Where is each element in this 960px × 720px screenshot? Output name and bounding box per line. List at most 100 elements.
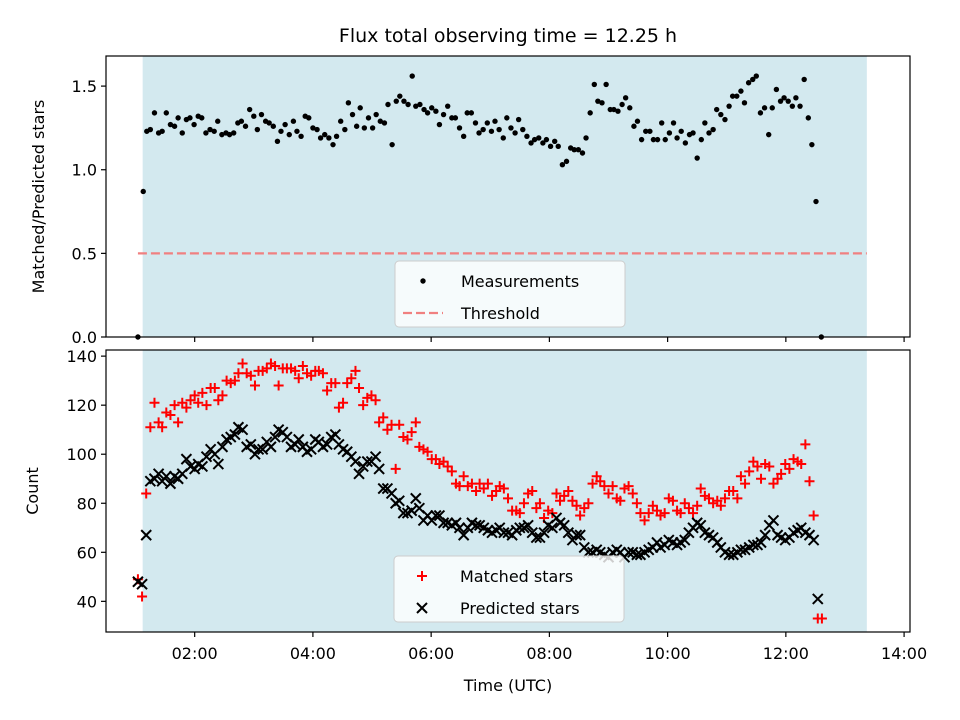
matched-star-point xyxy=(816,613,827,624)
panel-1-y-axis-title: Count xyxy=(23,467,42,515)
matched-star-point xyxy=(293,373,304,384)
predicted-star-point xyxy=(437,517,450,529)
measurement-point xyxy=(682,140,689,146)
measurement-point xyxy=(413,103,419,109)
measurement-point xyxy=(421,106,427,113)
matched-star-point xyxy=(482,478,493,489)
x-tick-label: 02:00 xyxy=(172,644,218,663)
matched-star-point xyxy=(402,434,413,445)
x-tick-label: 12:00 xyxy=(763,644,809,663)
measurement-point xyxy=(674,135,680,141)
matched-star-point xyxy=(181,402,192,413)
measurement-point xyxy=(631,123,637,129)
measurement-point xyxy=(389,141,395,148)
measurement-point xyxy=(199,115,205,121)
matched-star-point xyxy=(390,463,401,474)
predicted-star-point xyxy=(735,544,747,556)
measurement-point xyxy=(643,128,649,134)
predicted-star-point xyxy=(812,593,824,605)
measurement-point xyxy=(698,136,705,143)
measurement-point xyxy=(801,76,807,83)
predicted-star-point xyxy=(410,492,422,505)
measurement-point xyxy=(515,116,522,123)
measurement-point xyxy=(813,198,819,205)
panel-1-axes-frame xyxy=(105,349,911,633)
measurement-point xyxy=(322,131,328,138)
matched-star-point xyxy=(715,500,726,511)
measurement-point xyxy=(496,126,502,133)
predicted-star-point xyxy=(361,455,374,468)
measurement-point xyxy=(456,125,463,131)
matched-star-point xyxy=(137,591,148,602)
matched-star-point xyxy=(804,476,815,487)
measurement-point xyxy=(167,121,174,128)
measurement-point xyxy=(599,100,605,106)
measurement-point xyxy=(282,121,288,128)
matched-star-point xyxy=(503,493,513,504)
measurement-point xyxy=(349,111,356,118)
matched-star-point xyxy=(145,422,156,433)
predicted-star-point xyxy=(373,463,385,475)
matched-star-point xyxy=(514,508,525,519)
matched-star-point xyxy=(354,383,365,394)
measurement-point xyxy=(476,130,482,136)
matched-star-point xyxy=(410,417,421,428)
measurement-point xyxy=(622,95,629,101)
matched-star-point xyxy=(587,478,598,489)
measurement-point xyxy=(337,118,344,124)
measurement-point xyxy=(524,133,530,139)
measurement-point xyxy=(528,140,534,146)
measurement-point xyxy=(460,133,467,139)
measurement-point xyxy=(151,110,158,116)
matched-star-point xyxy=(297,360,308,371)
measurement-point xyxy=(385,101,391,108)
measurement-point xyxy=(147,126,154,133)
measurement-point xyxy=(163,110,169,116)
measurement-point xyxy=(409,73,415,79)
measurement-point xyxy=(654,136,661,143)
predicted-star-point xyxy=(679,534,691,546)
measurement-point xyxy=(326,135,332,141)
predicted-star-point xyxy=(369,450,382,463)
measurement-point xyxy=(215,118,221,124)
predicted-star-point xyxy=(180,453,193,465)
predicted-star-point xyxy=(245,438,257,451)
matched-star-point xyxy=(607,481,618,492)
predicted-star-point xyxy=(216,441,229,453)
measurement-point xyxy=(429,105,435,111)
panel-0-series-measurements xyxy=(135,73,825,340)
measurement-point xyxy=(718,111,724,118)
matched-star-point xyxy=(518,498,529,509)
matched-star-point xyxy=(330,378,341,389)
measurement-point xyxy=(595,98,601,104)
predicted-star-point xyxy=(767,514,780,527)
measurement-point xyxy=(777,98,784,104)
measurement-point xyxy=(619,101,625,108)
predicted-star-point xyxy=(321,438,333,451)
legend-box xyxy=(393,555,625,623)
measurement-point xyxy=(306,115,312,121)
matched-star-point xyxy=(776,468,787,479)
measurement-point xyxy=(365,115,372,121)
predicted-star-point xyxy=(759,529,771,541)
matched-star-point xyxy=(245,370,256,381)
predicted-star-point xyxy=(538,526,550,539)
y-tick-label: 0.0 xyxy=(72,328,97,347)
measurement-point xyxy=(445,103,451,109)
matched-star-point xyxy=(237,358,248,369)
x-tick-label: 14:00 xyxy=(881,644,927,663)
measurement-point xyxy=(361,125,368,131)
y-tick-label: 120 xyxy=(66,396,97,415)
measurement-point xyxy=(405,101,411,108)
predicted-star-point xyxy=(397,507,410,519)
measurement-point xyxy=(464,110,470,116)
measurement-point xyxy=(694,155,700,161)
matched-star-point xyxy=(732,493,743,504)
measurement-point xyxy=(583,135,589,141)
measurement-point xyxy=(314,126,320,133)
measurement-point xyxy=(230,130,237,136)
predicted-star-point xyxy=(530,531,543,544)
measurement-point xyxy=(179,130,185,136)
measurement-point xyxy=(559,162,566,168)
measurement-point xyxy=(563,158,570,165)
